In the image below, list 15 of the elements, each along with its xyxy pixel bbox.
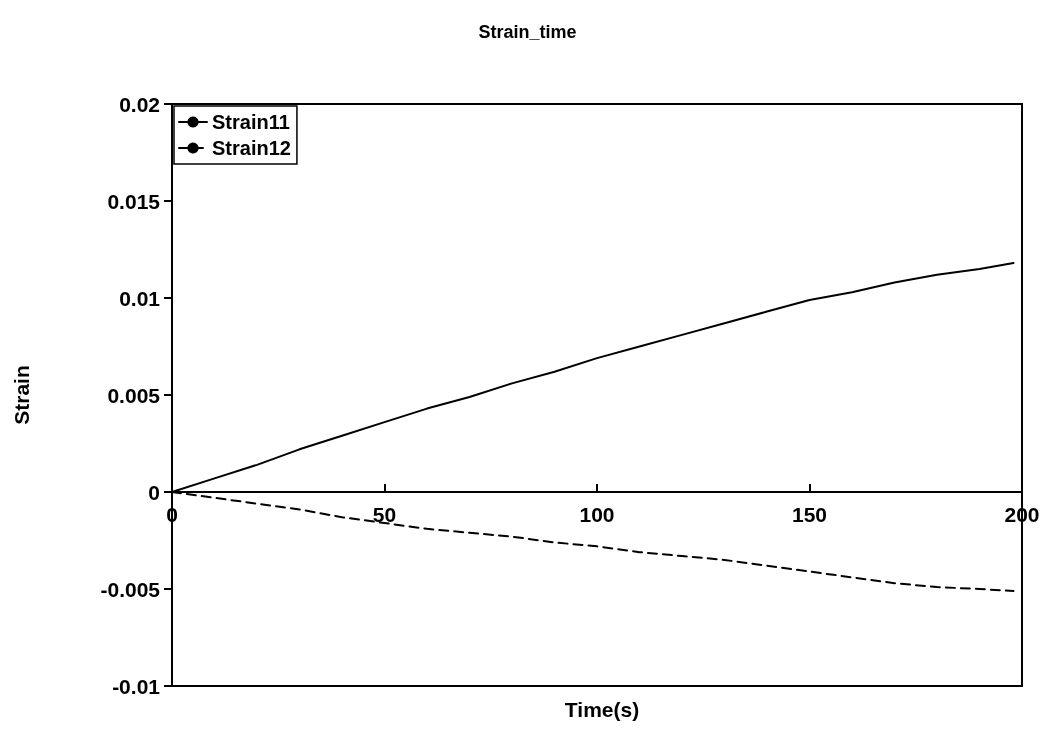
x-tick-label: 100 xyxy=(579,503,615,526)
chart-title: Strain_time xyxy=(478,22,577,42)
legend-label: Strain12 xyxy=(212,137,291,159)
y-tick-label: -0.01 xyxy=(112,674,161,698)
x-tick-label: 150 xyxy=(791,503,828,526)
y-tick-label: 0.02 xyxy=(119,92,160,116)
y-tick-label: 0.005 xyxy=(107,383,161,407)
y-axis-title: Strain xyxy=(10,365,33,425)
x-tick-label: 50 xyxy=(372,503,397,526)
y-tick-label: -0.005 xyxy=(100,577,161,601)
y-tick-label: 0.015 xyxy=(107,189,161,213)
y-tick-label: 0.01 xyxy=(119,286,161,310)
legend-label: Strain11 xyxy=(212,111,290,133)
x-axis-title: Time(s) xyxy=(564,698,640,721)
y-tick-label: 0 xyxy=(148,480,160,504)
